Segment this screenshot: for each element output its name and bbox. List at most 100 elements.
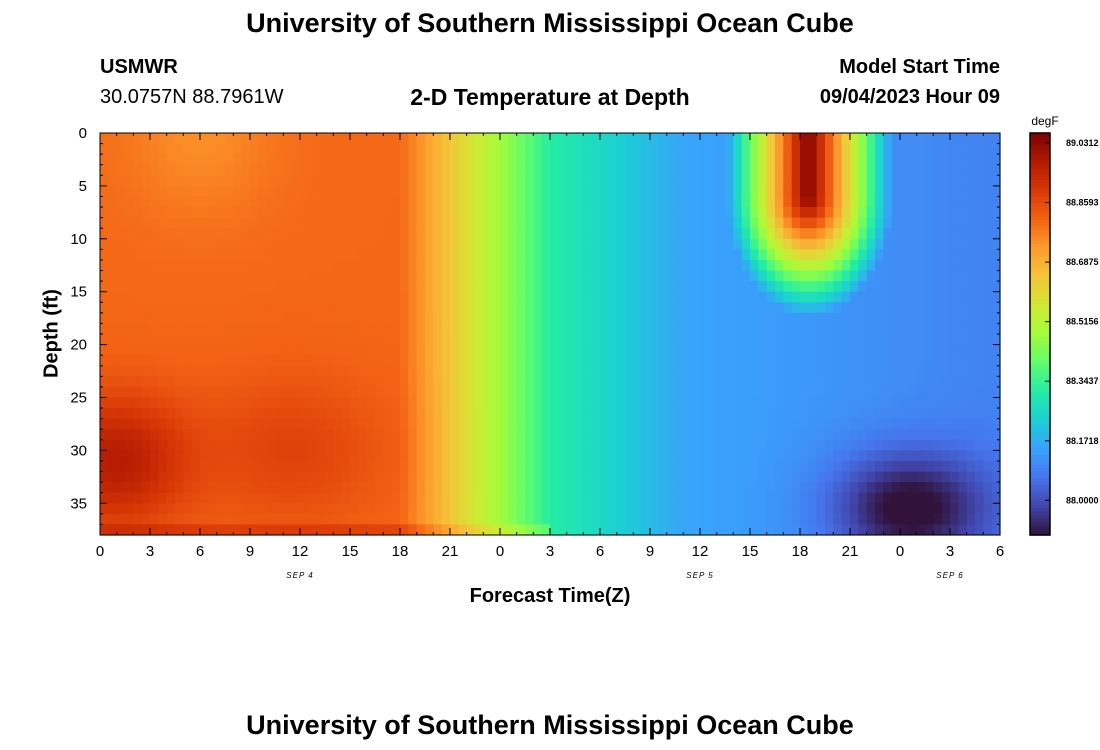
heatmap-cell: [508, 281, 518, 293]
heatmap-cell: [675, 365, 684, 377]
heatmap-cell: [875, 376, 884, 388]
heatmap-cell: [100, 429, 109, 441]
heatmap-cell: [991, 207, 1001, 219]
heatmap-cell: [475, 439, 484, 451]
heatmap-cell: [625, 386, 634, 399]
heatmap-cell: [375, 323, 384, 335]
heatmap-cell: [275, 133, 284, 145]
heatmap-cell: [375, 460, 384, 473]
heatmap-cell: [150, 291, 159, 303]
heatmap-cell: [483, 471, 493, 483]
heatmap-cell: [125, 238, 134, 250]
heatmap-cell: [183, 386, 193, 399]
heatmap-cell: [850, 450, 859, 462]
heatmap-cell: [566, 503, 576, 515]
heatmap-cell: [266, 196, 276, 208]
heatmap-cell: [983, 408, 993, 420]
heatmap-cell: [908, 238, 918, 250]
colorbar-segment: [1030, 498, 1050, 503]
heatmap-cell: [600, 291, 609, 303]
y-axis-label: Depth (ft): [40, 289, 63, 378]
heatmap-cell: [583, 376, 593, 388]
heatmap-cell: [400, 238, 409, 250]
heatmap-cell: [483, 386, 493, 399]
heatmap-cell: [900, 196, 909, 208]
heatmap-cell: [541, 207, 551, 219]
heatmap-cell: [650, 365, 659, 377]
heatmap-cell: [700, 270, 709, 282]
heatmap-cell: [966, 228, 976, 240]
heatmap-cell: [816, 439, 826, 451]
heatmap-cell: [875, 249, 884, 261]
heatmap-cell: [675, 524, 684, 536]
heatmap-cell: [225, 365, 234, 377]
heatmap-cell: [216, 429, 226, 441]
heatmap-cell: [783, 439, 793, 451]
heatmap-cell: [425, 439, 434, 451]
colorbar-segment: [1030, 491, 1050, 496]
heatmap-cell: [258, 175, 268, 187]
heatmap-cell: [241, 270, 251, 282]
heatmap-cell: [358, 291, 368, 303]
heatmap-cell: [525, 513, 534, 526]
heatmap-cell: [166, 175, 176, 187]
heatmap-cell: [833, 418, 843, 430]
heatmap-cell: [633, 439, 643, 451]
heatmap-cell: [333, 302, 343, 314]
heatmap-cell: [691, 154, 701, 166]
heatmap-cell: [133, 365, 143, 377]
heatmap-cell: [200, 323, 209, 335]
heatmap-cell: [783, 217, 793, 229]
heatmap-cell: [566, 270, 576, 282]
heatmap-cell: [433, 492, 443, 504]
colorbar-segment: [1030, 267, 1050, 271]
heatmap-cell: [875, 344, 884, 356]
heatmap-cell: [958, 302, 968, 314]
x-tick-label: 6: [596, 543, 604, 560]
heatmap-cell: [158, 164, 168, 176]
colorbar-segment: [1030, 468, 1050, 472]
heatmap-cell: [241, 228, 251, 240]
heatmap-cell: [216, 228, 226, 240]
heatmap-cell: [316, 154, 326, 166]
heatmap-cell: [775, 471, 784, 483]
heatmap-cell: [900, 312, 909, 325]
heatmap-cell: [341, 334, 351, 346]
heatmap-cell: [458, 270, 468, 282]
heatmap-cell: [641, 133, 651, 145]
heatmap-cell: [175, 439, 184, 451]
heatmap-cell: [183, 344, 193, 356]
heatmap-cell: [125, 175, 134, 187]
heatmap-cell: [433, 429, 443, 441]
heatmap-cell: [408, 270, 418, 282]
heatmap-cell: [541, 217, 551, 229]
heatmap-cell: [791, 249, 801, 261]
heatmap-cell: [708, 238, 718, 250]
heatmap-cell: [700, 185, 709, 198]
heatmap-cell: [100, 408, 109, 420]
heatmap-cell: [891, 164, 901, 176]
heatmap-cell: [591, 196, 601, 208]
heatmap-cell: [825, 344, 834, 356]
heatmap-cell: [391, 450, 401, 462]
heatmap-cell: [625, 429, 634, 441]
heatmap-cell: [866, 133, 876, 145]
heatmap-cell: [633, 143, 643, 155]
x-tick-label: 0: [96, 543, 104, 560]
heatmap-cell: [958, 365, 968, 377]
heatmap-cell: [850, 408, 859, 420]
heatmap-cell: [758, 450, 768, 462]
heatmap-cell: [441, 439, 451, 451]
heatmap-cell: [108, 207, 118, 219]
colorbar-segment: [1030, 273, 1050, 278]
heatmap-cell: [541, 376, 551, 388]
colorbar-segment: [1030, 374, 1050, 379]
heatmap-cell: [700, 207, 709, 219]
heatmap-cell: [983, 460, 993, 473]
heatmap-cell: [458, 503, 468, 515]
heatmap-cell: [858, 344, 868, 356]
heatmap-cell: [216, 492, 226, 504]
heatmap-cell: [766, 503, 776, 515]
heatmap-cell: [791, 196, 801, 208]
heatmap-cell: [983, 217, 993, 229]
